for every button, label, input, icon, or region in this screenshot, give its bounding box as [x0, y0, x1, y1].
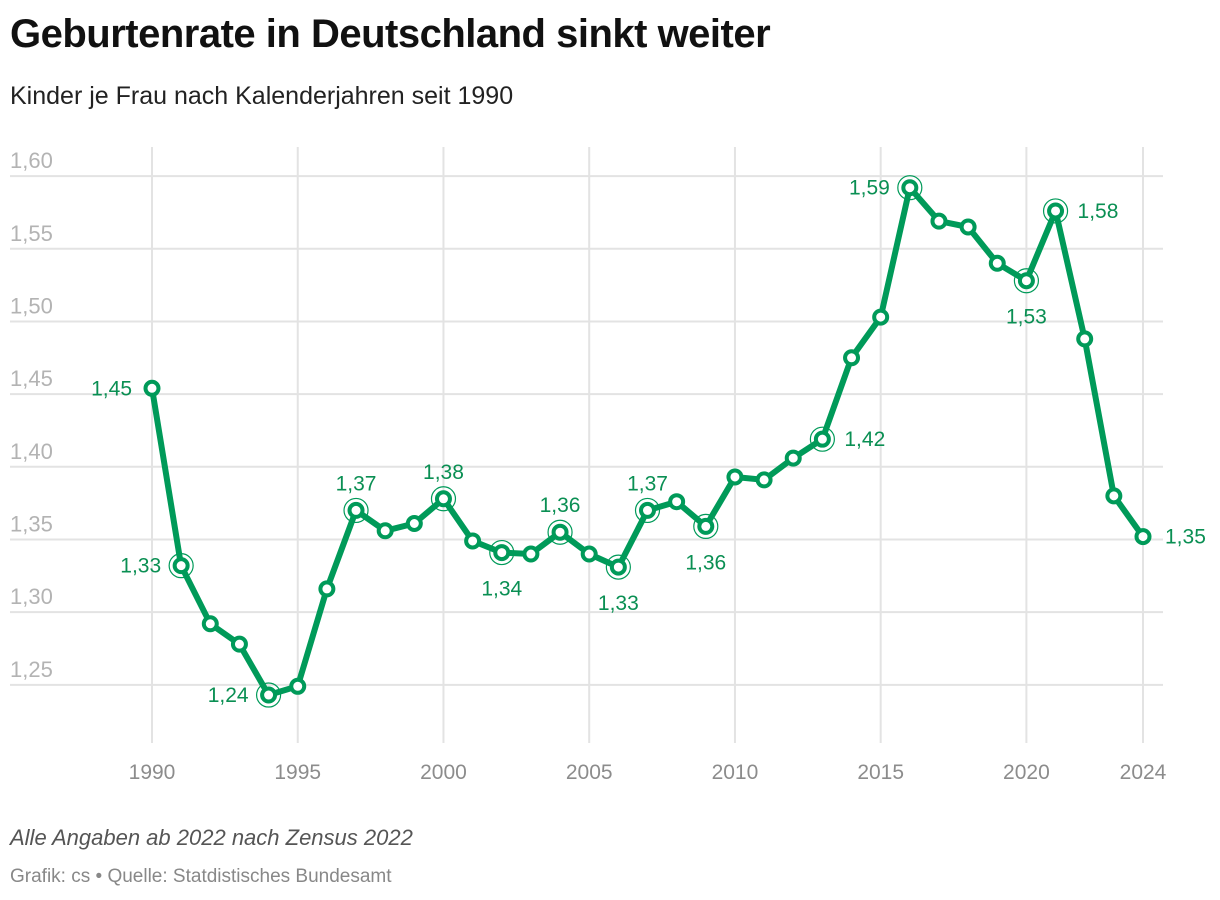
y-tick-label: 1,25: [10, 657, 53, 682]
y-tick-label: 1,30: [10, 584, 53, 609]
data-point: [988, 254, 1006, 272]
highlight-ring: [809, 426, 835, 452]
data-point: [201, 615, 219, 633]
x-tick-label: 2010: [712, 761, 759, 784]
data-point: [1076, 330, 1094, 348]
data-point: [1134, 528, 1152, 546]
footnote: Alle Angaben ab 2022 nach Zensus 2022: [10, 825, 413, 850]
data-point: [493, 544, 511, 562]
y-axis-ticks: 1,25 1,30 1,35 1,40 1,45 1,50 1,55 1,60: [10, 148, 53, 682]
data-label: 1,38: [423, 461, 464, 484]
data-point: [1105, 487, 1123, 505]
y-tick-label: 1,55: [10, 221, 53, 246]
data-point: [930, 212, 948, 230]
data-point: [318, 580, 336, 598]
y-tick-label: 1,45: [10, 366, 53, 391]
data-label: 1,45: [91, 377, 132, 400]
x-axis-ticks: 1990 1995 2000 2005 2010 2015 2020 2024: [129, 761, 1167, 784]
data-point: [260, 686, 278, 704]
data-point: [843, 349, 861, 367]
chart-subtitle: Kinder je Frau nach Kalenderjahren seit …: [10, 82, 514, 110]
x-tick-label: 2000: [420, 761, 467, 784]
highlight-rings: [168, 175, 1069, 708]
x-tick-label: 1990: [129, 761, 176, 784]
data-label: 1,33: [598, 592, 639, 615]
data-point: [1047, 202, 1065, 220]
data-point: [697, 517, 715, 535]
highlight-ring: [547, 519, 573, 545]
y-tick-label: 1,40: [10, 439, 53, 464]
data-point: [668, 493, 686, 511]
data-label: 1,37: [336, 472, 377, 495]
data-point: [580, 545, 598, 563]
highlight-ring: [693, 513, 719, 540]
data-point: [143, 379, 161, 397]
data-label: 1,58: [1078, 200, 1119, 223]
x-gridlines: [151, 147, 1144, 743]
data-label: 1,34: [481, 578, 522, 601]
y-tick-label: 1,50: [10, 293, 53, 318]
data-point: [405, 514, 423, 532]
source-credit: Grafik: cs • Quelle: Statdistisches Bund…: [10, 866, 392, 887]
data-point: [959, 218, 977, 236]
data-point: [784, 449, 802, 467]
data-point: [813, 430, 831, 448]
highlight-ring: [605, 554, 631, 580]
chart-title: Geburtenrate in Deutschland sinkt weiter: [10, 12, 771, 56]
data-point: [464, 532, 482, 550]
data-point: [755, 471, 773, 489]
data-label: 1,53: [1006, 306, 1047, 329]
highlight-ring: [634, 497, 661, 524]
data-label: 1,59: [849, 177, 890, 200]
y-gridlines: [10, 175, 1163, 686]
highlight-ring: [168, 553, 194, 579]
x-tick-label: 1995: [274, 761, 321, 784]
data-point: [434, 490, 452, 508]
x-tick-label: 2005: [566, 761, 613, 784]
highlight-ring: [489, 539, 515, 566]
highlight-ring: [897, 175, 923, 201]
data-point: [726, 468, 744, 486]
data-label: 1,36: [685, 551, 726, 574]
data-point: [172, 557, 190, 575]
data-point: [901, 179, 919, 197]
y-tick-label: 1,60: [10, 148, 53, 173]
data-point: [522, 545, 540, 563]
data-label: 1,37: [627, 472, 668, 495]
x-tick-label: 2020: [1003, 761, 1050, 784]
data-labels: 1,45 1,33 1,24 1,37 1,38 1,34 1,36 1,33 1,37 1,36…: [91, 177, 1206, 707]
x-tick-label: 2024: [1120, 761, 1167, 784]
data-point: [872, 308, 890, 326]
data-point: [289, 677, 307, 695]
data-label: 1,35: [1165, 526, 1206, 549]
highlight-ring: [1013, 268, 1040, 294]
data-point: [376, 522, 394, 540]
highlight-ring: [430, 486, 457, 512]
data-point: [609, 558, 627, 576]
highlight-ring: [255, 682, 282, 708]
data-points: [143, 179, 1152, 704]
data-label: 1,33: [120, 555, 161, 578]
data-point: [230, 635, 248, 653]
data-point: [639, 501, 656, 519]
y-tick-label: 1,35: [10, 511, 53, 536]
data-label: 1,24: [208, 684, 249, 707]
x-tick-label: 2015: [857, 761, 904, 784]
highlight-ring: [1042, 198, 1069, 224]
data-label: 1,42: [844, 428, 885, 451]
data-point: [551, 523, 569, 541]
data-point: [1017, 272, 1035, 290]
data-point: [347, 501, 365, 519]
highlight-ring: [343, 497, 369, 524]
data-label: 1,36: [540, 494, 581, 517]
